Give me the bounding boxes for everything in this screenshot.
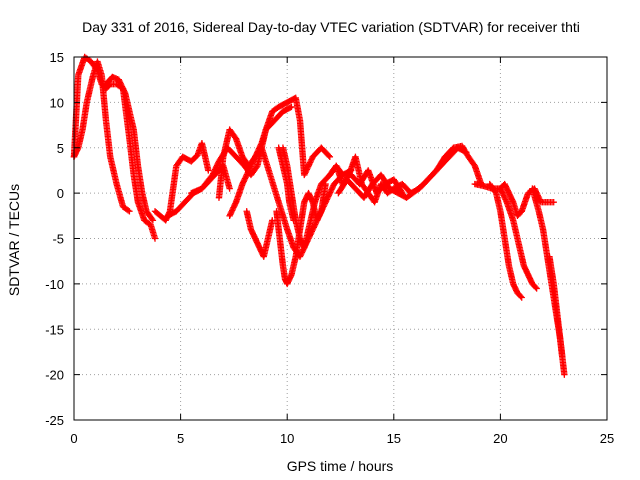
data-point	[304, 163, 312, 170]
data-point	[126, 208, 133, 215]
data-point	[298, 249, 306, 256]
data-point	[326, 153, 334, 161]
x-axis-label: GPS time / hours	[287, 458, 394, 474]
data-point	[306, 159, 314, 166]
data-point	[327, 187, 335, 195]
x-tick-label: 5	[177, 431, 184, 446]
data-point	[124, 207, 132, 214]
data-points	[70, 53, 568, 378]
y-axis-label: SDTVAR / TECUs	[6, 184, 22, 296]
data-point	[304, 164, 311, 172]
data-point	[309, 226, 316, 234]
x-tick-label: 15	[387, 431, 401, 446]
y-tick-label: 15	[50, 50, 64, 65]
data-point	[308, 156, 315, 163]
data-point	[301, 170, 309, 177]
data-point	[253, 163, 260, 171]
data-point	[306, 160, 313, 168]
data-point	[326, 190, 333, 198]
data-point	[463, 149, 470, 156]
y-tick-label: 0	[57, 186, 64, 201]
data-point	[303, 167, 310, 174]
data-point	[299, 247, 306, 255]
y-tick-label: -15	[45, 322, 64, 337]
data-point	[151, 235, 159, 242]
y-tick-label: -5	[52, 232, 64, 247]
series-track-3	[102, 73, 157, 224]
data-point	[328, 185, 336, 192]
data-point	[309, 225, 317, 232]
data-point	[269, 217, 276, 224]
x-tick-label: 25	[600, 431, 614, 446]
data-point	[561, 371, 568, 378]
data-point	[492, 188, 499, 196]
data-point	[532, 284, 539, 291]
data-point	[518, 294, 525, 301]
data-point	[307, 157, 315, 165]
y-tick-label: 10	[50, 95, 64, 110]
series-track-17	[486, 180, 525, 301]
x-tick-label: 10	[280, 431, 294, 446]
series-track-12	[275, 144, 297, 224]
data-point	[325, 152, 332, 159]
chart-title: Day 331 of 2016, Sidereal Day-to-day VTE…	[82, 19, 580, 35]
data-point	[533, 285, 540, 292]
data-point	[517, 293, 524, 300]
data-point	[398, 188, 405, 196]
data-point	[303, 166, 311, 173]
data-point	[311, 221, 319, 228]
data-point	[550, 199, 557, 206]
data-point	[301, 171, 308, 179]
data-point	[326, 189, 334, 196]
axis-ticks	[73, 56, 608, 421]
y-tick-label: -10	[45, 277, 64, 292]
x-tick-labels: 0 5 10 15 20 25	[70, 431, 614, 446]
data-point	[302, 168, 309, 176]
series-track-15	[347, 167, 406, 197]
series-track-18	[497, 185, 540, 292]
data-point	[328, 186, 335, 193]
grid	[74, 57, 607, 420]
x-tick-label: 0	[70, 431, 77, 446]
series-track-4	[151, 140, 212, 224]
series-track-21	[546, 253, 568, 378]
series-track-11	[243, 208, 276, 260]
data-point	[149, 217, 157, 224]
data-point	[399, 189, 406, 197]
data-point	[205, 167, 212, 174]
series-track-2	[70, 58, 133, 215]
y-tick-labels: -25 -20 -15 -10 -5 0 5 10 15	[45, 50, 64, 428]
data-point	[148, 215, 156, 223]
data-point	[312, 219, 319, 227]
x-tick-label: 20	[493, 431, 507, 446]
data-point	[226, 185, 233, 192]
data-point	[329, 183, 336, 191]
y-tick-label: 5	[57, 141, 64, 156]
data-point	[290, 217, 297, 224]
data-point	[288, 103, 295, 111]
y-tick-label: -25	[45, 413, 64, 428]
y-tick-label: -20	[45, 368, 64, 383]
data-point	[305, 162, 313, 169]
